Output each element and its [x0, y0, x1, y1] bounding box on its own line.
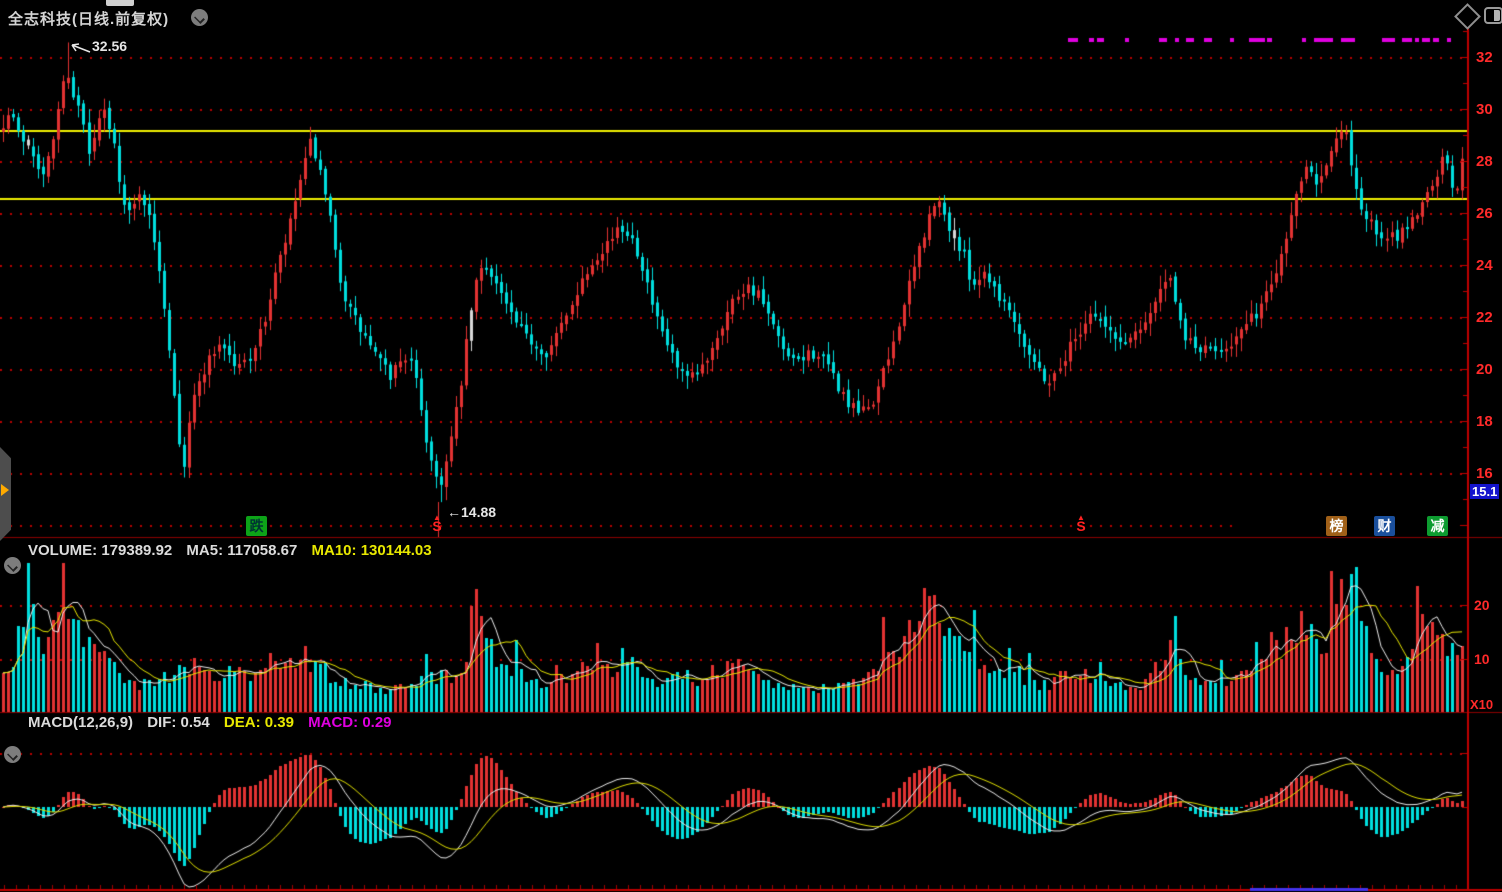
- macd-value: 0.29: [362, 714, 392, 731]
- background-window-tab: [106, 0, 134, 6]
- price-axis-label: 16: [1476, 465, 1493, 482]
- fall-badge[interactable]: 跌: [246, 516, 267, 536]
- ma10-value: 130144.03: [360, 542, 432, 559]
- expand-arrow-icon: [1, 484, 9, 496]
- macd-fn-label: MACD(12,26,9): [28, 714, 134, 731]
- finance-badge[interactable]: 财: [1374, 516, 1395, 536]
- price-axis-label: 32: [1476, 49, 1493, 66]
- low-price-annotation: ←14.88: [447, 504, 497, 520]
- volume-chevron-down-icon[interactable]: [4, 557, 21, 574]
- price-axis-label: 24: [1476, 257, 1493, 274]
- price-axis-label: 18: [1476, 413, 1493, 430]
- rank-badge[interactable]: 榜: [1326, 516, 1347, 536]
- price-axis-label: 30: [1476, 101, 1493, 118]
- volume-header: VOLUME: 179389.92 MA5: 117058.67 MA10: 1…: [28, 542, 432, 559]
- panel-toggle-fill: [1494, 10, 1500, 21]
- panel-toggle-icon[interactable]: [1484, 7, 1502, 24]
- price-axis-label: 26: [1476, 205, 1493, 222]
- volume-axis-label: 20: [1474, 597, 1490, 613]
- ma5-label: MA5:: [186, 542, 224, 559]
- macd-chevron-down-icon[interactable]: [4, 746, 21, 763]
- current-price-box: 15.1: [1470, 484, 1500, 499]
- macd-label: MACD:: [308, 714, 359, 731]
- macd-header: MACD(12,26,9) DIF: 0.54 DEA: 0.39 MACD: …: [28, 714, 392, 731]
- ma5-value: 117058.67: [227, 542, 298, 559]
- reduce-badge[interactable]: 减: [1427, 516, 1448, 536]
- price-axis-label: 20: [1476, 361, 1493, 378]
- volume-label: VOLUME:: [28, 542, 98, 559]
- price-axis-label: 28: [1476, 153, 1493, 170]
- price-axis-label: 22: [1476, 309, 1493, 326]
- volume-scale-label: X10: [1470, 697, 1494, 712]
- volume-axis-label: 10: [1474, 651, 1490, 667]
- dea-value: 0.39: [264, 714, 294, 731]
- stock-title: 全志科技(日线.前复权): [8, 11, 170, 28]
- ma10-label: MA10:: [311, 542, 357, 559]
- left-panel-handle[interactable]: [0, 447, 11, 541]
- high-annotation-arrow: [71, 43, 91, 53]
- sell-signal-marker[interactable]: ▲ S: [432, 513, 442, 534]
- sell-signal-marker[interactable]: ▲ S: [1076, 513, 1086, 534]
- dif-label: DIF:: [147, 714, 177, 731]
- high-price-annotation: 32.56: [92, 38, 128, 54]
- volume-value: 179389.92: [101, 542, 173, 559]
- dif-value: 0.54: [180, 714, 210, 731]
- title-chevron-down-icon[interactable]: [191, 9, 208, 26]
- dea-label: DEA:: [223, 714, 261, 731]
